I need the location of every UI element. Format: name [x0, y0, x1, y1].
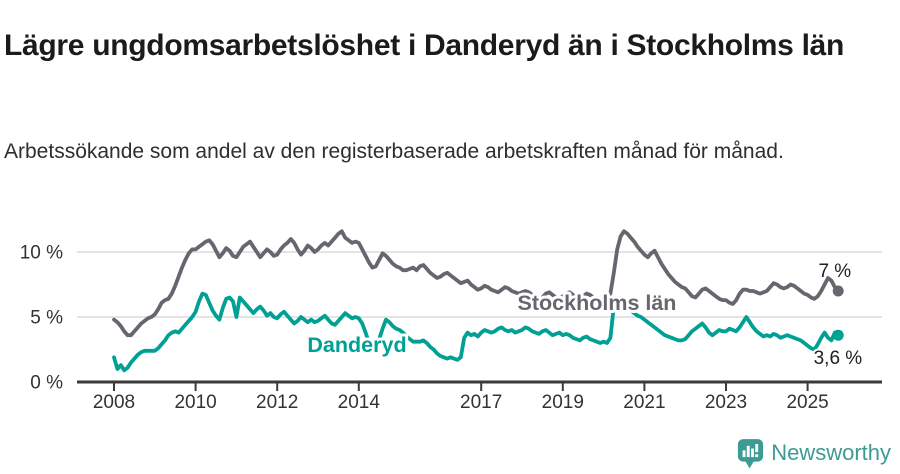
x-tick-label: 2010 [174, 392, 216, 413]
series-line-danderyd [112, 291, 841, 373]
y-tick-label: 0 % [30, 373, 63, 394]
x-tick-label: 2008 [93, 392, 135, 413]
series-end-dot-danderyd [832, 329, 844, 341]
unemployment-line-chart: 0 % 5 % 10 % 2008 2010 2012 2014 2017 2019 2021 20… [20, 229, 882, 413]
series-line-stockholms-l-n [112, 229, 841, 338]
series-label-danderyd: Danderyd [307, 333, 406, 357]
series-end-label-danderyd: 3,6 % [814, 348, 863, 369]
brand-name: Newsworthy [771, 440, 891, 465]
x-tick-label: 2017 [460, 392, 502, 413]
newsworthy-logo-icon [738, 438, 764, 468]
newsworthy-attribution[interactable]: Newsworthy [737, 438, 891, 468]
x-tick-label: 2021 [623, 392, 665, 413]
x-tick-label: 2014 [338, 392, 381, 413]
y-tick-label: 10 % [20, 243, 63, 264]
series-label-stockholms-l-n: Stockholms län [518, 291, 677, 315]
y-tick-label: 5 % [30, 308, 63, 329]
x-tick-label: 2019 [542, 392, 584, 413]
x-tick-label: 2025 [786, 392, 828, 413]
chart-subtitle: Arbetssökande som andel av den registerb… [4, 140, 784, 163]
page-title: Lägre ungdomsarbetslöshet i Danderyd än … [4, 29, 845, 63]
x-tick-label: 2012 [256, 392, 298, 413]
series-end-label-stockholms-l-n: 7 % [818, 261, 851, 282]
series-end-dot-stockholms-l-n [832, 285, 844, 297]
x-tick-label: 2023 [705, 392, 747, 413]
